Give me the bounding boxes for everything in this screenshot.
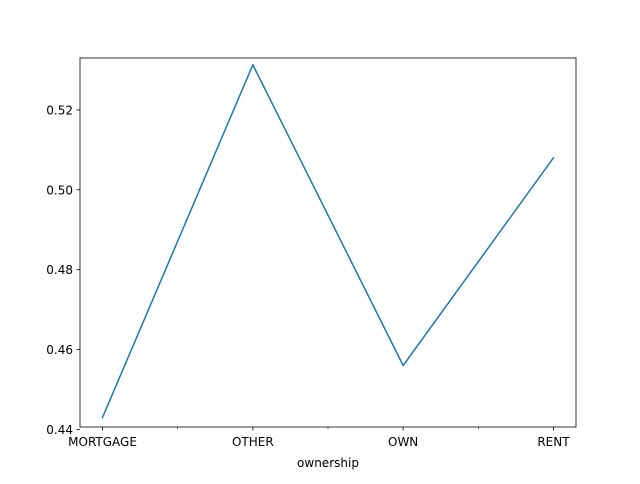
series-layer xyxy=(101,64,555,419)
y-tick-label: 0.48 xyxy=(46,263,73,277)
y-tick-label: 0.50 xyxy=(46,183,73,197)
x-tick-label: RENT xyxy=(537,435,570,449)
ticks-layer: 0.44 0.46 0.48 0.50 0.52 MORTGAGE OTHER OWN RENT xyxy=(46,103,570,449)
plot-area-frame xyxy=(79,57,577,428)
x-tick-label: OWN xyxy=(388,435,418,449)
x-axis-title: ownership xyxy=(297,456,359,470)
y-tick-label: 0.44 xyxy=(46,423,73,437)
y-tick-label: 0.46 xyxy=(46,343,73,357)
x-tick-label: OTHER xyxy=(232,435,274,449)
x-tick-label: MORTGAGE xyxy=(68,435,137,449)
series-line xyxy=(101,64,555,419)
y-tick-label: 0.52 xyxy=(46,103,73,117)
